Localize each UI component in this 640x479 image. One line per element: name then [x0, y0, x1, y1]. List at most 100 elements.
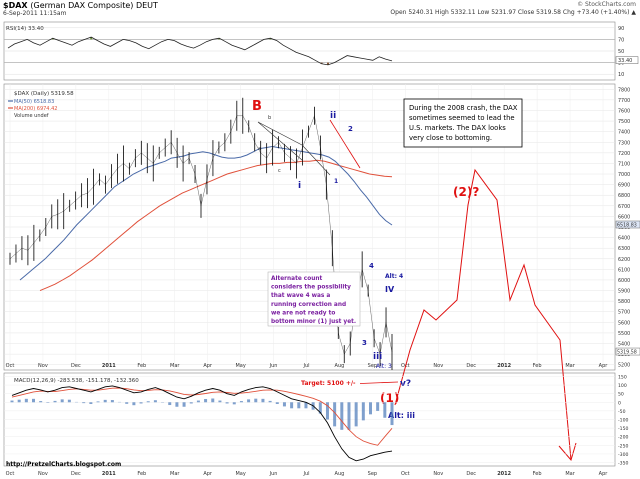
wave-label-iv: IV: [385, 285, 395, 294]
price-tick-label: 6900: [618, 183, 630, 189]
macd-month-label: Apr: [203, 471, 213, 477]
macd-tick-label: 100: [618, 383, 627, 389]
month-label: Feb: [137, 363, 146, 369]
wave-label-c: c: [278, 168, 281, 174]
month-label: Sep: [368, 363, 377, 369]
ma200-line: [39, 159, 393, 292]
wave-label-a: a: [258, 146, 261, 152]
rsi-last-box: [615, 56, 639, 64]
target-bg: [300, 379, 360, 387]
symbol-title: $DAX (German DAX Composite) DEUT: [3, 1, 158, 10]
projection-path: [394, 168, 572, 461]
price-tick-label: 7700: [618, 98, 630, 104]
macd-tick-label: -150: [618, 426, 629, 432]
chart-datetime: 6-Sep-2011 11:15am: [3, 10, 67, 17]
ma200-legend: MA(200) 6974.42: [14, 106, 57, 112]
wave-label-1: 1: [334, 178, 338, 185]
price-line: [9, 114, 393, 356]
macd-month-label: Aug: [335, 471, 345, 477]
macd-month-label: Oct: [401, 471, 410, 477]
target-label: Target: 5100 +/-: [301, 380, 356, 387]
month-label: Dec: [466, 363, 476, 369]
macd-tick-label: -200: [618, 435, 629, 441]
price-tick-label: 7300: [618, 140, 630, 146]
month-label: Oct: [6, 363, 15, 369]
price-tick-label: 7500: [618, 119, 630, 125]
note-line: During the 2008 crash, the DAX: [409, 104, 518, 112]
macd-tick-label: -250: [618, 443, 629, 449]
ma50-line: [19, 145, 393, 281]
macd-tick-label: 150: [618, 374, 627, 380]
alt-3-label: Alt: 3: [376, 363, 392, 370]
alt-count-line: running correction and: [271, 302, 346, 308]
month-label: Jun: [269, 363, 278, 369]
month-label: Apr: [203, 363, 213, 369]
volume-legend: Volume undef: [14, 113, 49, 119]
price-tick-label: 6000: [618, 278, 630, 284]
wave-label-B: B: [252, 99, 262, 114]
price-tick-label: 6400: [618, 236, 630, 242]
month-label: 2012: [497, 363, 511, 369]
price-tick-label: 5500: [618, 331, 630, 337]
macd-month-label: Jun: [269, 471, 278, 477]
alt-iii-label: Alt: iii: [388, 411, 415, 420]
note-box: [403, 98, 523, 148]
wave-label-v: v?: [400, 379, 411, 389]
macd-tick-label: 50: [618, 392, 624, 398]
wave-label-ii: ii: [330, 111, 336, 121]
macd-month-label: Sep: [368, 471, 377, 477]
price-tick-label: 6600: [618, 214, 630, 220]
rsi-legend: RSI(14) 33.40: [6, 26, 44, 32]
macd-month-label: Apr: [599, 471, 609, 477]
projection-arrowhead: [558, 442, 577, 462]
macd-month-label: Mar: [565, 471, 575, 477]
month-label: May: [235, 363, 245, 369]
month-label: Aug: [335, 363, 345, 369]
rsi-line: [7, 36, 393, 66]
note-line: very close to bottoming.: [409, 134, 492, 142]
price-tick-label: 7800: [618, 87, 630, 93]
alt-count-line: that wave 4 was a: [271, 293, 330, 299]
month-label: Mar: [170, 363, 180, 369]
price-tick-label: 6200: [618, 257, 630, 263]
macd-tick-label: -350: [618, 461, 629, 467]
alt-count-line: considers the possibility: [271, 285, 351, 291]
price-tick-label: 5600: [618, 320, 630, 326]
rsi-last-value: 33.40: [618, 58, 632, 64]
price-tick-label: 6800: [618, 193, 630, 199]
wave-label-2: 2: [348, 125, 353, 133]
price-legend-title: $DAX (Daily) 5319.58: [14, 91, 74, 97]
price-last-value: 5319.58: [617, 350, 637, 356]
macd-month-label: Feb: [137, 471, 146, 477]
price-tick-label: 7400: [618, 130, 630, 136]
wave-label-b: b: [268, 115, 271, 121]
price-last-box: [615, 347, 640, 356]
price-tick-label: 7000: [618, 172, 630, 178]
macd-month-label: Oct: [6, 471, 15, 477]
macd-month-label: Nov: [433, 471, 443, 477]
month-label: 2011: [102, 363, 116, 369]
rsi-tick-label: 10: [618, 72, 624, 78]
price-tick-label: 5900: [618, 289, 630, 295]
note-line: sometimes seemed to lead the: [409, 114, 515, 122]
macd-tick-label: -100: [618, 418, 629, 424]
price-tick-label: 6300: [618, 246, 630, 252]
wave-label-minor-1: (1): [380, 391, 399, 405]
month-label: Nov: [38, 363, 48, 369]
price-tick-label: 5800: [618, 299, 630, 305]
website-label: http://PretzelCharts.blogspot.com: [6, 461, 121, 468]
macd-month-label: 2011: [102, 471, 116, 477]
macd-signal-line: [11, 387, 393, 446]
macd-month-label: Jul: [302, 471, 309, 477]
alt-count-line: Alternate count: [271, 276, 322, 282]
macd-month-label: May: [235, 471, 245, 477]
month-label: Dec: [71, 363, 81, 369]
rsi-tick-label: 70: [618, 37, 624, 43]
wave-label-3: 3: [362, 339, 367, 347]
price-tick-label: 5200: [618, 363, 630, 369]
macd-month-label: Dec: [466, 471, 476, 477]
month-label: Nov: [433, 363, 443, 369]
macd-tick-label: 0: [618, 400, 621, 406]
macd-tick-label: -300: [618, 452, 629, 458]
